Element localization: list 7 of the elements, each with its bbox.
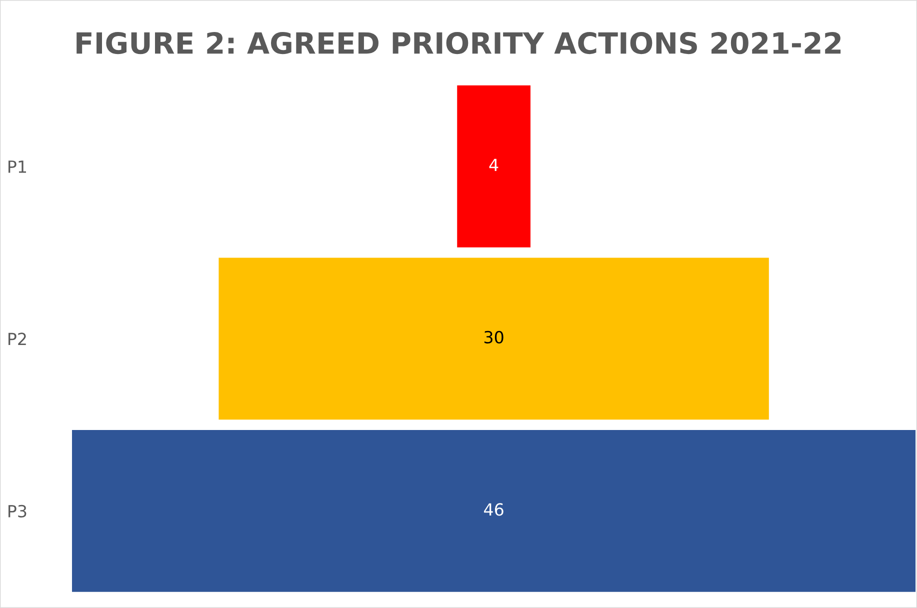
category-label: P2 [8, 332, 26, 345]
category-label: P1 [8, 160, 26, 173]
data-label: 46 [484, 503, 504, 516]
data-label: 4 [489, 158, 498, 171]
text: FIGURE 2: AGREED PRIORITY ACTIONS 2021-22 [76, 32, 841, 54]
data-label: 30 [484, 330, 504, 344]
category-label: P3 [8, 504, 26, 518]
